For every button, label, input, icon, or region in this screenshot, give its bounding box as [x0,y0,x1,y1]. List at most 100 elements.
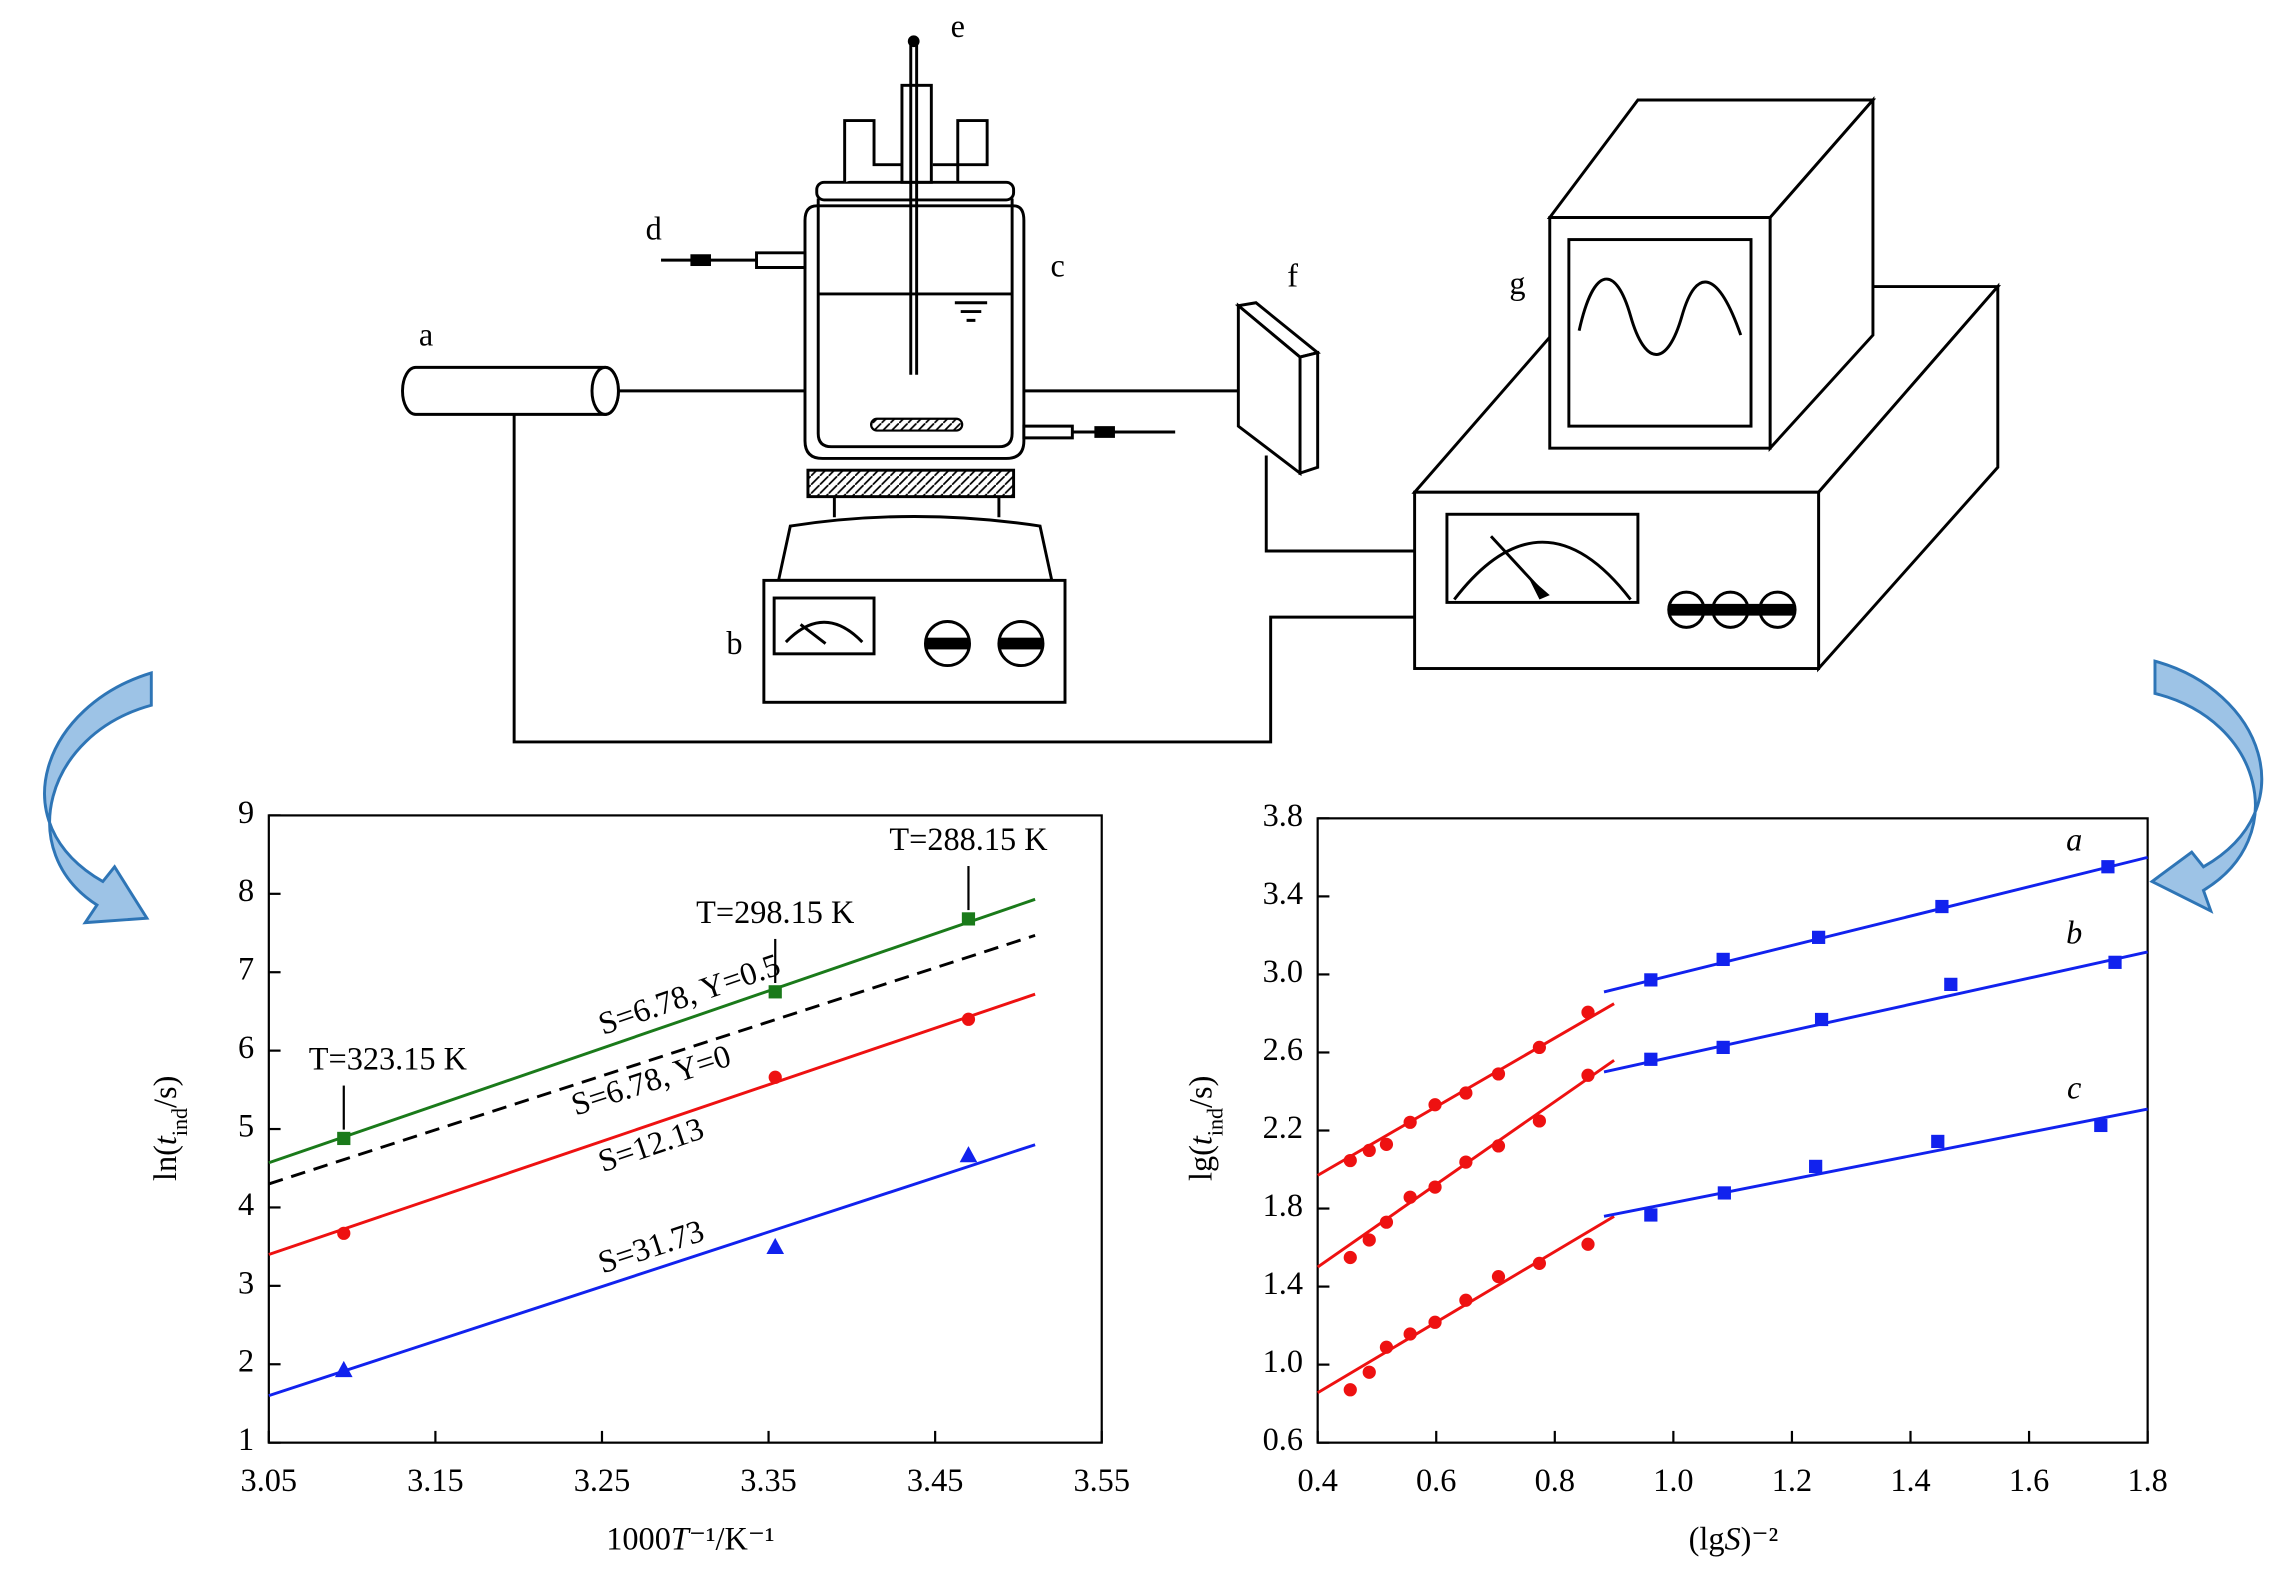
label-part: t [147,1135,183,1145]
fit-line [1603,950,2148,1074]
y-axis-label: lg(tind/s) [1183,1076,1227,1181]
marker [1491,1067,1506,1081]
knob-bar [925,637,970,650]
y-tick-label: 1 [238,1421,254,1457]
y-tick-label: 1.8 [1263,1187,1303,1223]
screen [1567,238,1753,428]
marker [1343,1153,1357,1168]
thermometer-tip [907,35,920,48]
label: g [1509,265,1525,301]
x-tick-label: 1.6 [2009,1462,2049,1498]
marker [1581,1068,1595,1082]
marker [1379,1137,1394,1151]
x-tick-label: 1.2 [1772,1462,1812,1498]
rod [909,44,919,375]
x-tick-label: 1.0 [1653,1462,1693,1498]
marker [959,1146,978,1163]
marker [1428,1098,1442,1112]
marker [1931,1134,1945,1149]
marker [1809,1159,1823,1174]
series-label: b [2066,914,2082,950]
marker [1403,1327,1417,1341]
x-tick-label: 1.8 [2127,1462,2167,1498]
marker [1403,1190,1417,1204]
y-tick-label: 3.8 [1263,797,1303,833]
label-part: (lg [1689,1521,1725,1557]
stirrer-needle [784,620,864,645]
marker [768,1070,782,1084]
marker [337,1131,351,1146]
fit-line [268,933,1036,1186]
label-part: T [671,1521,691,1557]
marker [1403,1115,1417,1129]
marker [1581,1005,1595,1019]
marker [1814,1012,1829,1027]
marker [2101,860,2115,874]
y-tick-label: 8 [238,872,254,908]
label: c [1050,247,1064,283]
fit-line [268,897,1036,1165]
y-tick-label: 2.6 [1263,1031,1303,1067]
probe-tip [690,254,711,267]
marker [1362,1143,1376,1158]
fit-line [1603,855,2148,994]
leg [832,496,1001,518]
label-part: /s) [1183,1076,1219,1108]
label: d [646,211,662,247]
label: f [1287,258,1298,294]
y-tick-label: 1.4 [1263,1265,1303,1301]
x-tick-label: 3.35 [740,1462,797,1498]
y-tick-label: 4 [238,1186,254,1222]
probe-tip [1094,426,1115,438]
label-part: )⁻² [1741,1521,1779,1557]
fit-line [268,1143,1036,1398]
marker [1717,1186,1731,1200]
label-part: ind [166,1108,191,1136]
marker [1428,1315,1442,1329]
detector-side [1298,350,1320,476]
marker [1379,1215,1394,1229]
marker [1644,973,1658,987]
vessel [816,198,1014,449]
annotation: T=298.15 K [696,894,854,930]
marker [1532,1114,1546,1128]
series-label: S=12.13 [593,1110,708,1179]
y-tick-label: 2 [238,1343,254,1379]
marker [1581,1237,1595,1251]
marker [1491,1270,1506,1284]
marker [1935,899,1949,914]
y-tick-label: 3.0 [1263,953,1303,989]
stir-bar [869,417,964,432]
marker [1362,1233,1376,1247]
x-tick-label: 3.45 [907,1462,964,1498]
x-tick-label: 0.4 [1297,1462,1337,1498]
label-part: t [1183,1135,1219,1145]
chart: 3.05 3.15 3.25 3.35 3.45 3.55 1 2 3 4 5 6 7 8 9 1000T⁻¹… [147,794,1130,1557]
x-tick-label: 3.55 [1073,1462,1130,1498]
y-tick-label: 0.6 [1263,1421,1303,1457]
y-tick-label: 5 [238,1107,254,1143]
marker [1428,1180,1442,1194]
x-tick-label: 1.4 [1890,1462,1930,1498]
marker [1716,1040,1730,1055]
fit-line [1603,1107,2148,1218]
marker [1343,1250,1357,1265]
series-label: c [2067,1070,2081,1106]
marker [2108,955,2122,969]
marker [768,985,782,999]
label: e [951,8,965,44]
waveform [1577,277,1743,356]
light-source [401,365,620,416]
marker [334,1360,353,1378]
fit-line [268,992,1036,1256]
label-part: ln( [147,1145,183,1181]
knob-bars [1668,603,1796,616]
heater-plate [806,468,1016,499]
x-axis-label: (lgS)⁻² [1689,1521,1779,1557]
y-tick-label: 3 [238,1264,254,1300]
label-part: S [1725,1521,1741,1557]
meter [1445,512,1640,604]
y-tick-label: 3.4 [1263,875,1303,911]
label-part: ind [1202,1108,1227,1136]
